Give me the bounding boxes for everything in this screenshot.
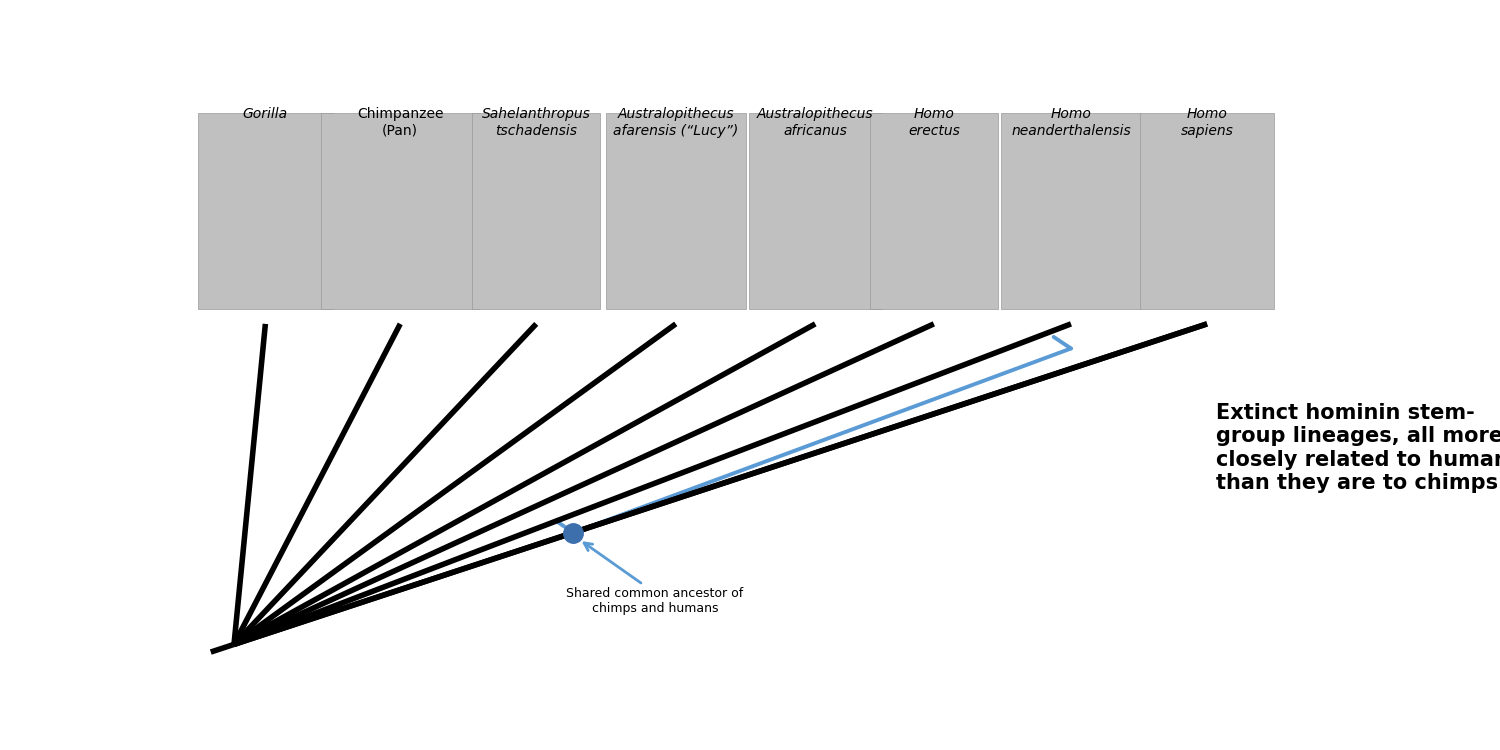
Bar	[198, 113, 333, 310]
Bar	[321, 113, 480, 310]
Bar	[606, 113, 746, 310]
Text: Extinct hominin stem-
group lineages, all more
closely related to humans
than th: Extinct hominin stem- group lineages, al…	[1216, 404, 1500, 493]
Text: Homo
sapiens: Homo sapiens	[1180, 107, 1233, 137]
Text: Chimpanzee
(Pan): Chimpanzee (Pan)	[357, 107, 444, 137]
Text: Homo
erectus: Homo erectus	[908, 107, 960, 137]
Text: Sahelanthropus
tschadensis: Sahelanthropus tschadensis	[482, 107, 591, 137]
Text: Homo
neanderthalensis: Homo neanderthalensis	[1011, 107, 1131, 137]
Bar	[870, 113, 998, 310]
Bar	[1140, 113, 1275, 310]
Text: Gorilla: Gorilla	[243, 107, 288, 122]
Bar	[472, 113, 600, 310]
Bar	[1002, 113, 1140, 310]
Text: Australopithecus
africanus: Australopithecus africanus	[758, 107, 873, 137]
Text: Shared common ancestor of
chimps and humans: Shared common ancestor of chimps and hum…	[566, 587, 744, 616]
Text: Australopithecus
afarensis (“Lucy”): Australopithecus afarensis (“Lucy”)	[614, 107, 738, 137]
Bar	[748, 113, 882, 310]
